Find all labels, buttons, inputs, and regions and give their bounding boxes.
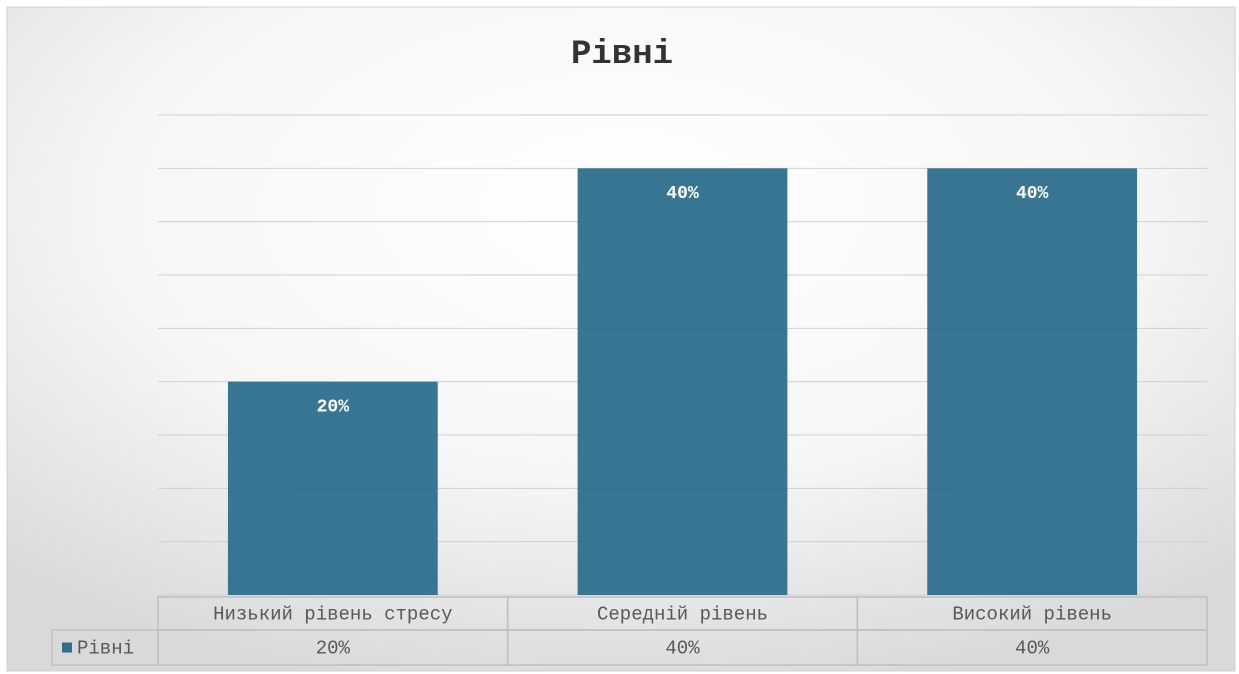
bar — [577, 168, 788, 596]
data-label: 20% — [317, 397, 350, 417]
legend-swatch — [62, 642, 72, 653]
table-value: 40% — [665, 638, 700, 660]
bar — [227, 381, 438, 595]
table-value: 20% — [316, 638, 351, 660]
table-value: 40% — [1015, 638, 1050, 660]
legend-label: Рівні — [77, 638, 134, 660]
data-label: 40% — [666, 184, 699, 204]
x-tick-label: Середній рівень — [597, 604, 768, 626]
table-cell — [856, 629, 1208, 666]
data-label: 40% — [1016, 184, 1049, 204]
chart-title: Рівні — [571, 36, 673, 74]
x-tick-label: Високий рівень — [952, 604, 1112, 626]
bar — [927, 168, 1138, 596]
x-tick-label: Низький рівень стресу — [213, 604, 452, 626]
table-cell — [51, 629, 159, 666]
